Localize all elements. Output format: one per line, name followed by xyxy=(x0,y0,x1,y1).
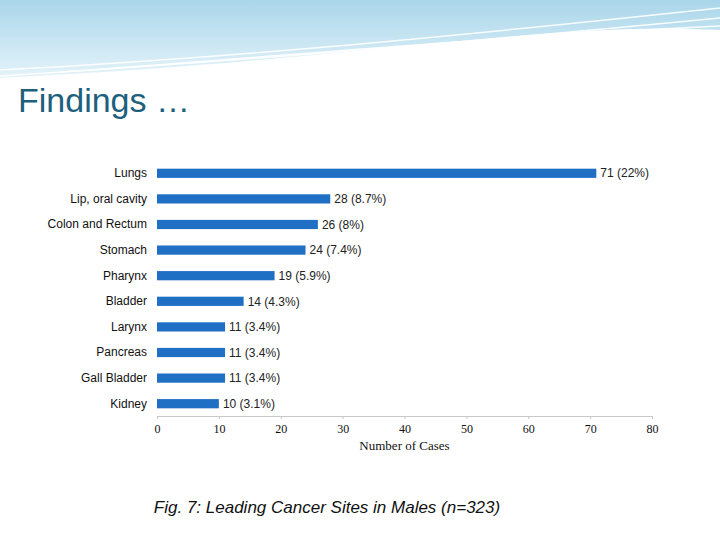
x-tick-label: 70 xyxy=(585,422,597,436)
x-tick-mark xyxy=(590,416,591,419)
header-wave xyxy=(0,8,720,70)
bar xyxy=(157,245,306,254)
chart-caption: Fig. 7: Leading Cancer Sites in Males (n… xyxy=(154,498,500,517)
x-tick: 10 xyxy=(213,416,225,436)
y-tick-label: Gall Bladder xyxy=(81,371,147,385)
data-label: 26 (8%) xyxy=(322,218,364,232)
bar xyxy=(157,374,225,383)
y-tick: Larynx xyxy=(111,320,157,334)
y-tick-label: Kidney xyxy=(110,397,147,411)
x-tick-mark xyxy=(219,416,220,419)
data-label: 19 (5.9%) xyxy=(279,269,331,283)
x-tick-label: 50 xyxy=(461,422,473,436)
x-tick-label: 40 xyxy=(399,422,411,436)
x-tick-label: 60 xyxy=(523,422,535,436)
y-tick-label: Lungs xyxy=(114,166,147,180)
y-tick-label: Pancreas xyxy=(96,345,147,359)
x-axis-line xyxy=(158,417,653,420)
y-tick-label: Stomach xyxy=(100,243,147,257)
data-label: 11 (3.4%) xyxy=(229,371,280,385)
x-tick: 30 xyxy=(337,416,349,436)
data-label: 24 (7.4%) xyxy=(310,243,362,257)
bar xyxy=(157,194,330,203)
bar xyxy=(157,169,596,178)
y-tick: Lip, oral cavity xyxy=(70,192,157,206)
data-label: 28 (8.7%) xyxy=(334,192,386,206)
x-tick-label: 80 xyxy=(647,422,659,436)
x-tick-mark xyxy=(281,416,282,419)
bar xyxy=(157,297,244,306)
y-tick-label: Larynx xyxy=(111,320,147,334)
bar xyxy=(157,271,275,280)
y-tick-label: Lip, oral cavity xyxy=(70,192,147,206)
y-tick: Gall Bladder xyxy=(81,371,157,385)
x-tick-label: 0 xyxy=(155,422,161,436)
data-label: 10 (3.1%) xyxy=(223,397,275,411)
x-axis: 0 10 20 30 40 50 60 70 80 xyxy=(155,416,659,436)
header-wave xyxy=(0,18,720,76)
x-tick: 60 xyxy=(523,416,535,436)
bar xyxy=(157,220,318,229)
bar xyxy=(157,322,225,331)
y-tick: Pancreas xyxy=(96,345,157,359)
y-tick: Lungs xyxy=(114,166,157,180)
x-tick-label: 30 xyxy=(337,422,349,436)
x-tick: 0 xyxy=(155,416,161,436)
x-tick: 70 xyxy=(585,416,597,436)
slide-title: Findings … xyxy=(18,81,190,119)
y-tick: Stomach xyxy=(100,243,157,257)
y-tick: Colon and Rectum xyxy=(48,217,157,231)
header-band xyxy=(0,0,720,78)
x-tick-mark xyxy=(405,416,406,419)
x-tick: 80 xyxy=(647,416,659,436)
x-tick-mark xyxy=(652,416,653,419)
bars xyxy=(157,169,596,409)
x-axis-title: Number of Cases xyxy=(359,438,449,453)
x-tick-mark xyxy=(343,416,344,419)
data-label: 11 (3.4%) xyxy=(229,346,280,360)
y-axis: Lungs Lip, oral cavity Colon and Rectum Sto… xyxy=(48,166,157,410)
x-tick-mark xyxy=(528,416,529,419)
data-label: 11 (3.4%) xyxy=(229,320,280,334)
data-label: 14 (4.3%) xyxy=(248,295,300,309)
y-tick: Kidney xyxy=(110,397,157,411)
x-tick-label: 10 xyxy=(213,422,225,436)
x-tick: 20 xyxy=(275,416,287,436)
y-tick: Pharynx xyxy=(103,269,157,283)
data-label: 71 (22%) xyxy=(600,166,649,180)
y-tick-label: Pharynx xyxy=(103,269,147,283)
x-tick-mark xyxy=(157,416,158,419)
bar xyxy=(157,399,219,408)
x-tick-label: 20 xyxy=(275,422,287,436)
y-tick-label: Colon and Rectum xyxy=(48,217,147,231)
slide: Findings … 71 (22%) 28 (8.7%) 26 (8%) 24 (7.… xyxy=(0,0,720,540)
header-wave xyxy=(60,26,720,72)
x-tick-mark xyxy=(466,416,467,419)
bar xyxy=(157,348,225,357)
y-tick: Bladder xyxy=(106,294,157,308)
x-tick: 50 xyxy=(461,416,473,436)
y-tick-label: Bladder xyxy=(106,294,147,308)
data-labels: 71 (22%) 28 (8.7%) 26 (8%) 24 (7.4%) 19 (5.9… xyxy=(223,166,649,410)
x-tick: 40 xyxy=(399,416,411,436)
